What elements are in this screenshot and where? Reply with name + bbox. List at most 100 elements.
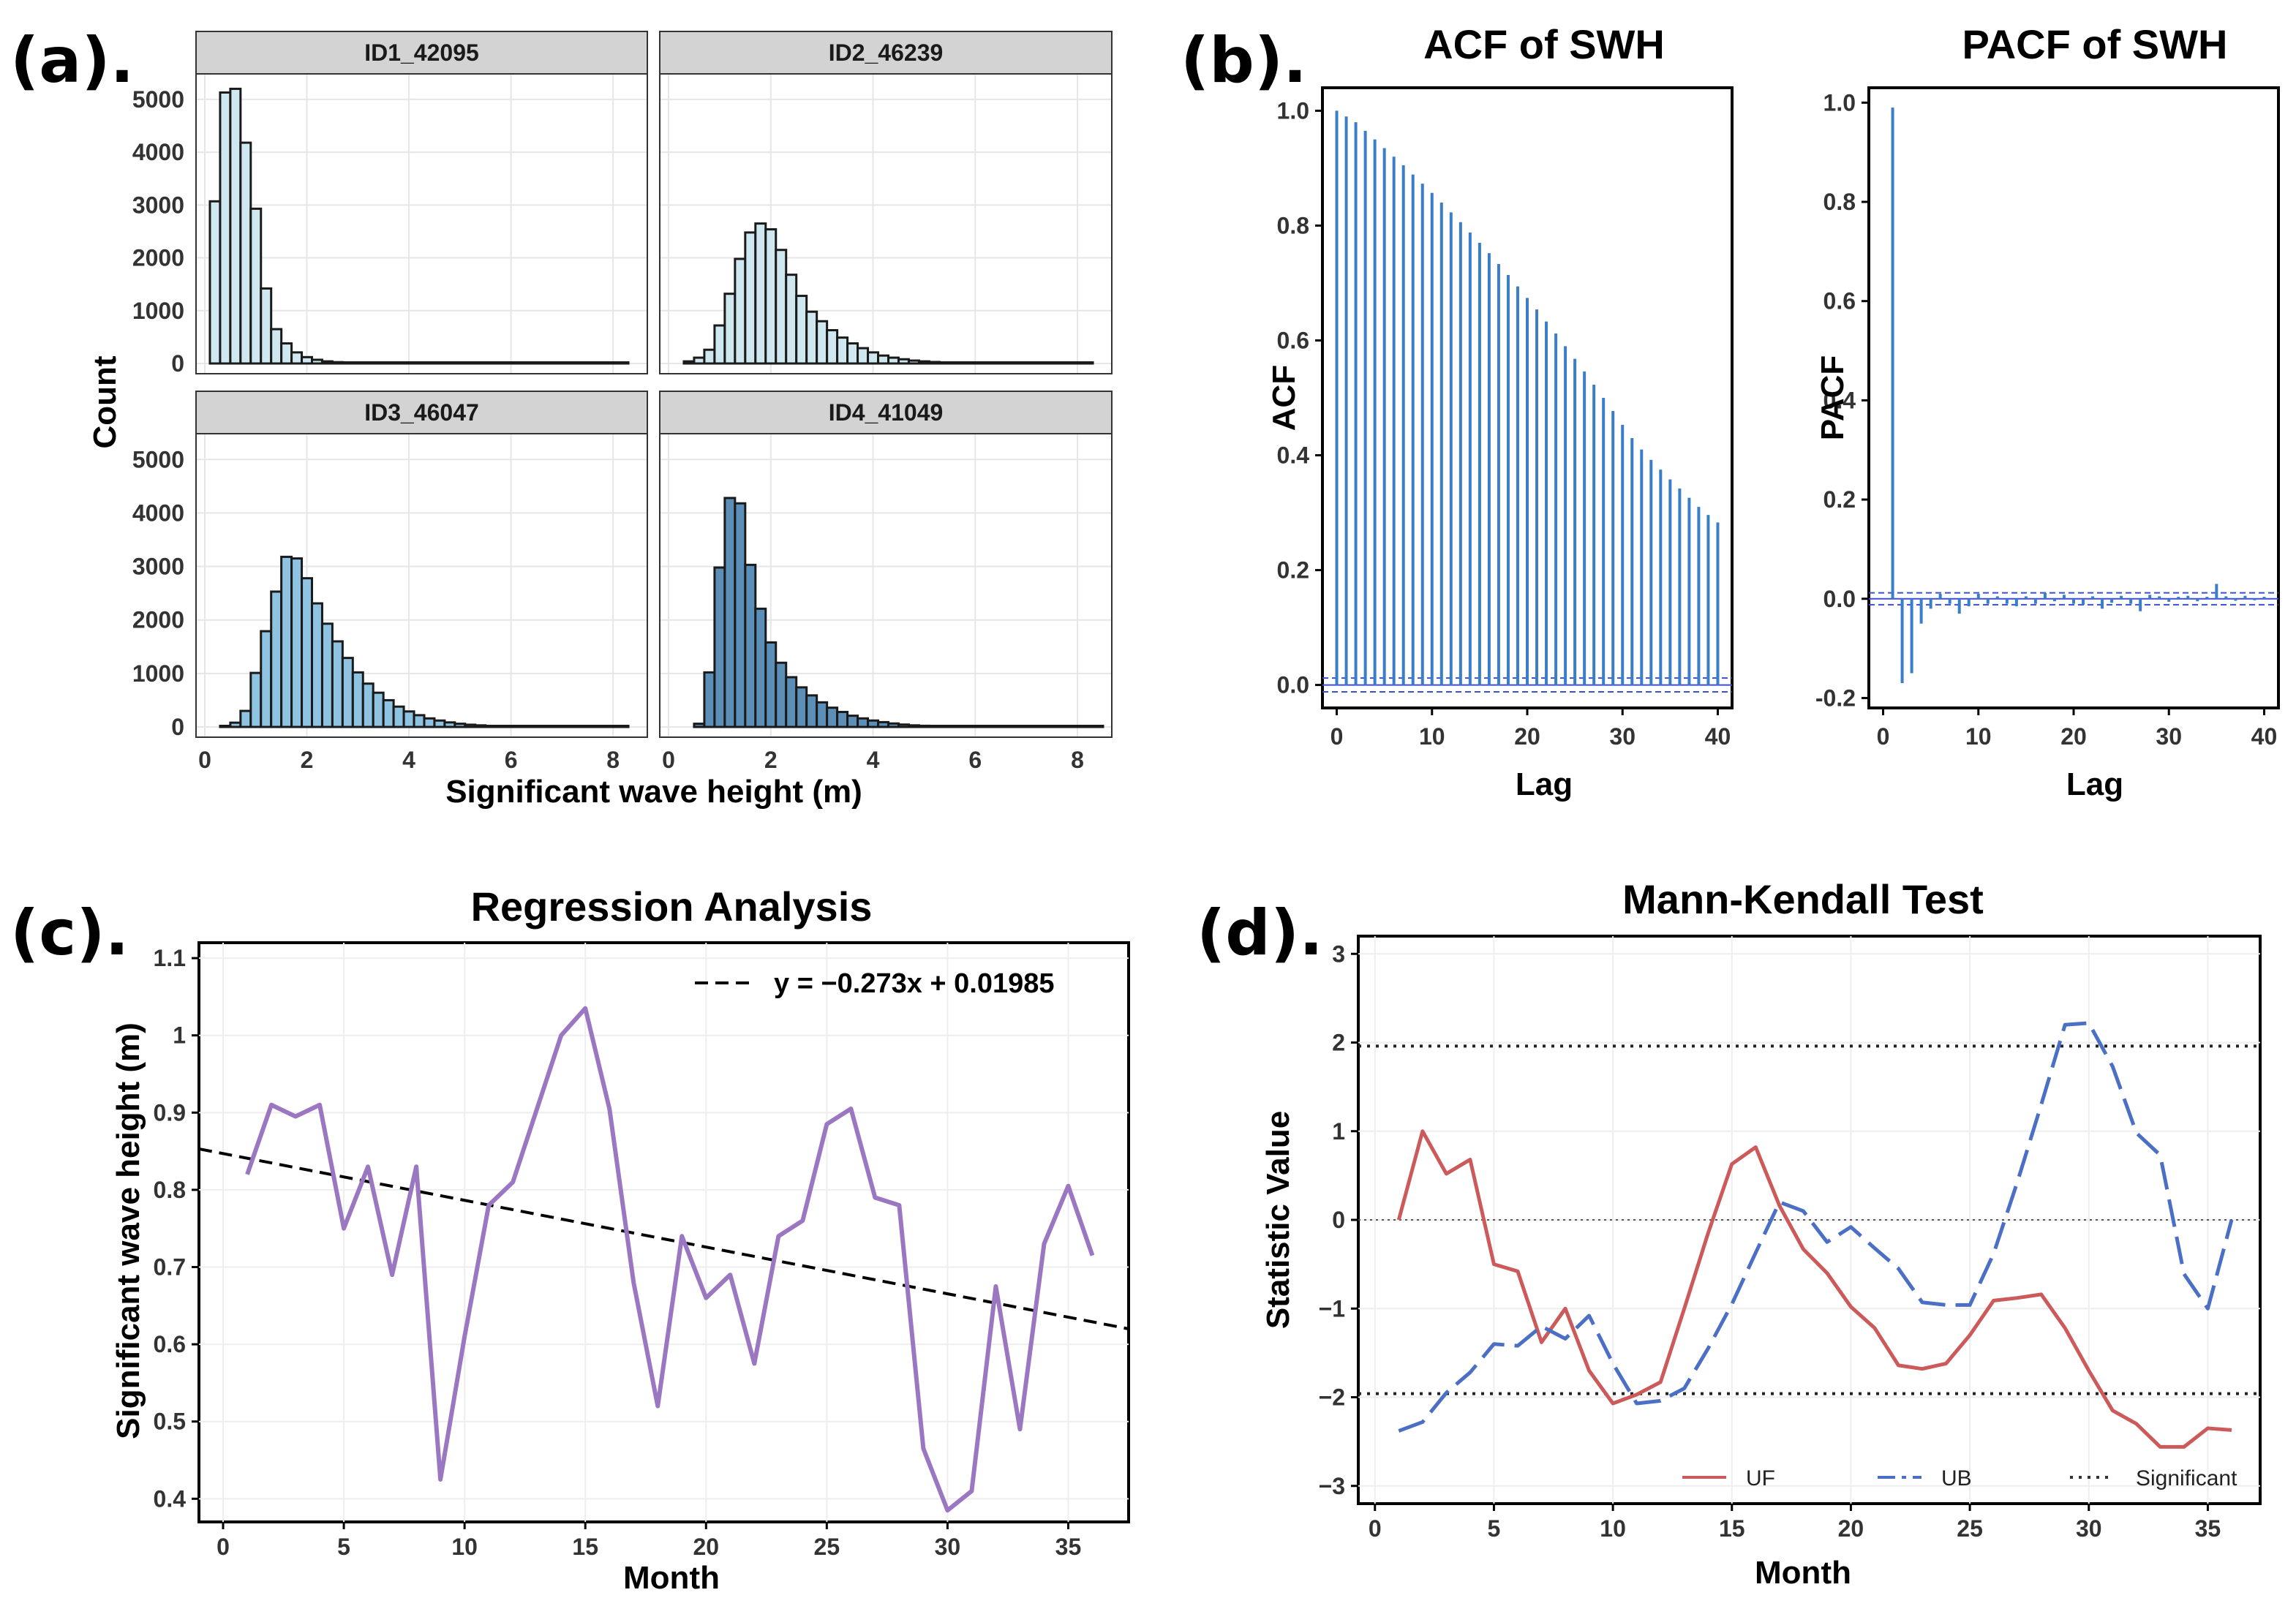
histogram-bar: [443, 361, 456, 365]
histogram-bar: [443, 721, 456, 728]
histogram-bar: [453, 723, 467, 728]
histogram-bar: [606, 725, 620, 728]
x-tick-label: 0: [1877, 723, 1890, 750]
histogram-bar: [301, 577, 314, 728]
x-tick-label: 15: [572, 1534, 598, 1560]
histogram-bar: [805, 310, 818, 365]
y-tick-label: 4000: [132, 139, 184, 165]
facet-strip: [659, 391, 1113, 434]
y-tick-label: 2000: [132, 607, 184, 633]
acf-x-axis-title: Lag: [1516, 766, 1573, 802]
histogram-bar: [474, 724, 487, 728]
histogram-bar: [775, 661, 788, 728]
y-tick-label: 1.0: [1277, 97, 1309, 124]
pacf-plot: PACF of SWH -0.2 0.0 0.2 0.4 0.6 0.8 1.0 0 10 20 3…: [1815, 21, 2280, 802]
y-tick-label: 0.0: [1823, 586, 1856, 612]
histogram-bar: [402, 361, 415, 365]
histogram-bar: [826, 329, 839, 365]
y-tick-label: 1: [173, 1022, 186, 1049]
histogram-bar: [713, 324, 726, 365]
histogram-bar: [249, 207, 263, 365]
x-tick-label: 0: [1369, 1515, 1382, 1542]
y-tick-label: 0.8: [1277, 212, 1309, 238]
histogram-bar: [877, 720, 889, 728]
histogram-bar: [999, 361, 1012, 365]
histogram-bar: [734, 257, 747, 365]
histogram-bar: [1040, 725, 1053, 728]
regression-plot: Regression Analysis 0.4 0.5 0.6 0.7 0.8 0.9 1 1…: [110, 883, 1130, 1596]
x-tick-label: 6: [505, 747, 518, 773]
y-tick-label: 0.4: [154, 1485, 187, 1512]
histogram-bar: [474, 361, 487, 365]
y-tick-label: 1.1: [154, 945, 186, 971]
x-tick-label: 4: [867, 747, 880, 773]
histogram-bar: [341, 657, 354, 728]
y-tick-label: 1.0: [1823, 89, 1856, 116]
histogram-bar: [351, 361, 364, 365]
y-tick-label: 0.9: [154, 1099, 186, 1126]
histogram-bar: [372, 691, 385, 728]
x-tick-label: 25: [814, 1534, 840, 1560]
x-tick-label: 35: [2195, 1515, 2221, 1542]
histogram-bar: [320, 622, 334, 728]
panel-label-c: (c).: [10, 897, 129, 970]
histogram-bar: [938, 361, 951, 365]
histogram-bar: [1050, 725, 1064, 728]
pacf-plot-frame: [1867, 86, 2280, 709]
histogram-bar: [857, 717, 870, 728]
pacf-tick-labels: -0.2 0.0 0.2 0.4 0.6 0.8 1.0 0 10 20 30 40: [1815, 89, 2277, 750]
histogram-bar: [846, 342, 859, 365]
x-tick-label: 0: [1330, 723, 1344, 750]
legend-significant-label: Significant: [2136, 1466, 2237, 1490]
mk-title: Mann-Kendall Test: [1622, 876, 1984, 922]
facet-strip: [195, 31, 648, 75]
y-tick-label: −3: [1319, 1473, 1345, 1499]
histogram-bar: [734, 502, 747, 728]
histogram-bar: [525, 725, 538, 728]
histogram-bar: [785, 676, 798, 728]
acf-plot: ACF of SWH 0.0 0.2 0.4 0.6 0.8 1.0 0 10 20 30 40 A…: [1266, 21, 1734, 802]
histogram-bar: [290, 557, 304, 728]
y-tick-label: 0.7: [154, 1254, 186, 1281]
histogram-bar: [1061, 361, 1074, 365]
histogram-bar: [586, 725, 599, 728]
swh-series-line: [245, 1006, 1095, 1513]
histogram-bar: [331, 361, 344, 365]
y-tick-label: 3000: [132, 192, 184, 218]
x-tick-label: 30: [935, 1534, 961, 1560]
x-tick-label: 10: [451, 1534, 478, 1560]
histogram-bar: [280, 342, 293, 365]
facet-id2: ID2_46239: [659, 31, 1113, 374]
histogram-bar: [464, 361, 477, 365]
histogram-bar: [1020, 361, 1033, 365]
histogram-bar: [382, 698, 395, 728]
histogram-bar: [239, 141, 252, 365]
histogram-bar: [555, 361, 568, 365]
facet-border: [195, 433, 648, 738]
histogram-bar: [392, 705, 405, 728]
legend-ub-label: UB: [1941, 1466, 1972, 1490]
x-tick-label: 6: [968, 747, 982, 773]
histogram-bar: [764, 641, 778, 728]
histogram-bar: [515, 725, 528, 728]
histogram-bar: [703, 671, 716, 728]
histogram-bar: [453, 361, 467, 365]
y-tick-label: 0.4: [1823, 387, 1856, 413]
mk-legend: UF UB Significant: [1682, 1466, 2237, 1490]
x-tick-label: 40: [1705, 723, 1731, 750]
histogram-bar: [372, 361, 385, 365]
histogram-bar: [713, 566, 726, 728]
histogram-bar: [311, 602, 323, 728]
histogram-bar: [361, 361, 374, 365]
histogram-bar: [795, 686, 808, 728]
facet-id4: ID4_41049: [659, 391, 1113, 738]
histogram-bar: [857, 347, 870, 365]
histogram-bar: [545, 361, 558, 365]
histogram-bar: [968, 361, 982, 365]
facet-border: [195, 73, 648, 374]
histogram-bar: [805, 694, 818, 728]
x-tick-label: 35: [1055, 1534, 1082, 1560]
pacf-y-axis-title: PACF: [1815, 355, 1851, 441]
histogram-bar: [392, 361, 405, 365]
histogram-bar: [249, 671, 263, 728]
